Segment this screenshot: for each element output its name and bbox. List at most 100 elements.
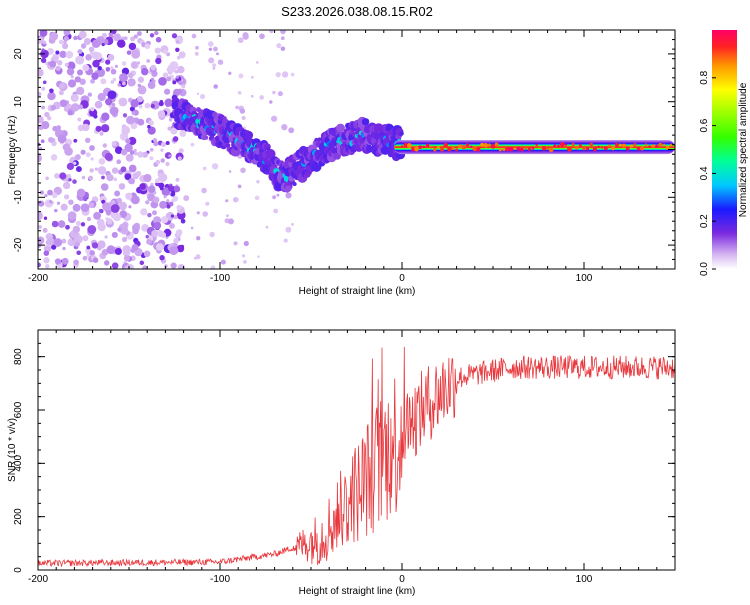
noise-blob (237, 90, 242, 95)
colorbar-tick-label: 0.4 (699, 166, 710, 180)
noise-blob (51, 138, 56, 142)
noise-blob (212, 46, 218, 52)
noise-blob (150, 182, 154, 187)
snr-ytick-label: 400 (13, 455, 24, 472)
noise-blob (291, 223, 294, 226)
carrier-core (541, 146, 547, 151)
carrier-core (574, 146, 579, 150)
noise-blob (51, 220, 59, 228)
noise-blob (82, 255, 88, 261)
noise-blob (173, 185, 181, 193)
spectrogram-xtick-label: -200 (28, 273, 48, 284)
carrier-core (433, 148, 437, 152)
noise-blob (73, 259, 79, 266)
carrier-core (490, 144, 496, 149)
noise-blob (105, 59, 111, 65)
noise-blob (91, 39, 101, 49)
noise-blob (123, 255, 131, 262)
noise-blob (50, 154, 58, 161)
noise-blob (97, 240, 106, 249)
noise-blob (106, 245, 116, 255)
noise-blob (160, 232, 167, 238)
noise-blob (55, 50, 60, 55)
noise-blob (38, 91, 42, 97)
spectrogram-ylabel: Frequency (Hz) (7, 116, 18, 185)
noise-blob (270, 115, 278, 122)
noise-blob (133, 222, 140, 229)
carrier-core (488, 143, 491, 146)
noise-blob (73, 35, 78, 41)
noise-blob (160, 216, 169, 224)
noise-blob (72, 203, 81, 212)
noise-blob (288, 127, 295, 134)
noise-blob (42, 227, 48, 233)
noise-blob (111, 103, 116, 107)
noise-blob (131, 61, 138, 69)
noise-blob (155, 178, 160, 184)
noise-blob (131, 49, 141, 59)
noise-blob (101, 43, 105, 47)
spectrogram-image (38, 30, 675, 269)
noise-blob (233, 241, 238, 246)
noise-blob (38, 154, 42, 163)
noise-blob (68, 178, 72, 182)
noise-blob (165, 161, 170, 167)
carrier-core (621, 143, 627, 148)
noise-blob (136, 31, 142, 37)
noise-blob (75, 55, 85, 65)
noise-blob (281, 71, 289, 78)
noise-blob (240, 167, 246, 174)
noise-blob (166, 204, 171, 209)
noise-blob (88, 46, 95, 53)
noise-blob (124, 143, 133, 153)
noise-blob (89, 250, 95, 256)
noise-blob (272, 195, 277, 200)
noise-blob (59, 172, 67, 180)
noise-blob (131, 195, 140, 205)
noise-blob (155, 36, 162, 43)
noise-blob (117, 227, 122, 232)
noise-blob (176, 244, 185, 253)
carrier-core (567, 146, 572, 152)
noise-blob (177, 264, 185, 269)
noise-blob (114, 146, 123, 155)
noise-blob (92, 257, 99, 263)
noise-blob (164, 264, 168, 268)
noise-blob (45, 264, 50, 269)
noise-blob (77, 49, 83, 55)
noise-blob (276, 43, 282, 49)
noise-blob (38, 68, 44, 77)
noise-blob (196, 211, 200, 215)
noise-blob (148, 120, 154, 126)
noise-blob (169, 223, 175, 229)
noise-blob (104, 152, 113, 161)
noise-blob (157, 110, 166, 118)
noise-blob (241, 116, 246, 120)
noise-blob (199, 93, 206, 100)
noise-blob (208, 57, 215, 64)
noise-blob (228, 71, 232, 75)
spectrogram-xtick-label: 100 (576, 273, 593, 284)
noise-blob (97, 92, 106, 102)
carrier-core (483, 142, 489, 148)
noise-blob (64, 62, 69, 67)
carrier-core (658, 142, 663, 147)
carrier-core (648, 145, 651, 148)
noise-blob (122, 113, 128, 118)
noise-blob (44, 111, 50, 118)
carrier-core (614, 142, 619, 147)
noise-blob (149, 156, 154, 161)
snr-ytick-label: 600 (13, 401, 24, 418)
snr-xtick-label: -200 (28, 574, 48, 585)
noise-blob (40, 139, 45, 144)
noise-blob (191, 33, 197, 39)
noise-blob (63, 30, 71, 36)
carrier-core (592, 146, 598, 152)
noise-blob (97, 166, 107, 175)
noise-blob (133, 34, 138, 39)
noise-blob (111, 262, 119, 269)
noise-blob (212, 63, 217, 68)
noise-blob (175, 177, 180, 182)
snr-line (38, 346, 675, 568)
